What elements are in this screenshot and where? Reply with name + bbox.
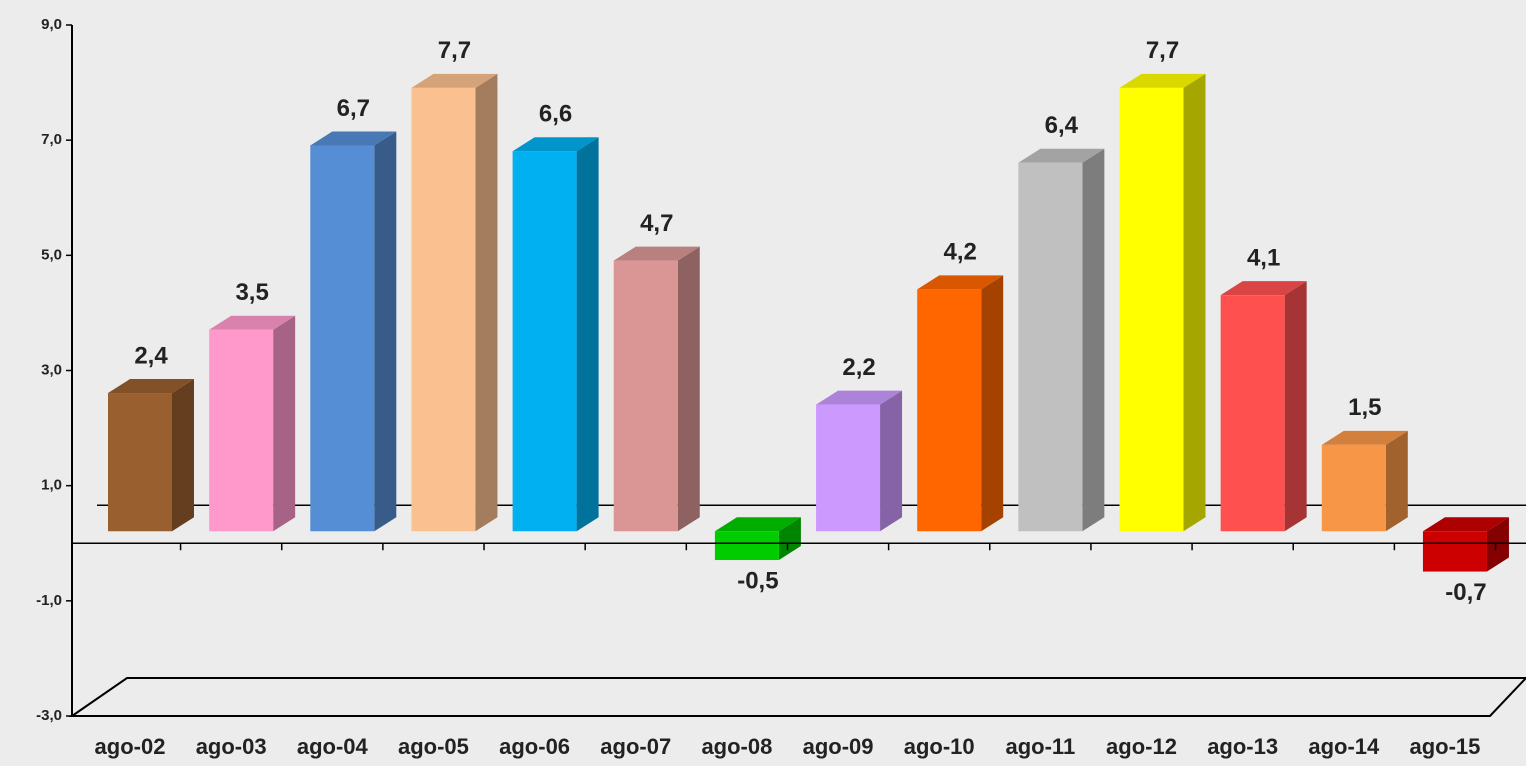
x-tick-label: ago-06	[499, 734, 570, 759]
bar-side	[778, 517, 801, 561]
y-tick-label: 5,0	[41, 246, 62, 263]
y-tick-label: 9,0	[41, 16, 62, 33]
y-tick-label: 1,0	[41, 477, 62, 494]
x-tick-label: ago-09	[803, 734, 874, 759]
bar-top	[917, 275, 1004, 290]
bar-top	[613, 246, 700, 261]
bar-top	[1220, 281, 1307, 296]
bar	[411, 87, 476, 532]
value-label: 2,2	[842, 354, 875, 381]
x-tick-label: ago-02	[95, 734, 166, 759]
bar-top	[816, 390, 903, 405]
bar-top	[512, 137, 599, 152]
x-tick-label: ago-04	[297, 734, 369, 759]
bar-top	[714, 517, 801, 532]
value-label: 3,5	[235, 279, 268, 306]
bar-side	[1486, 517, 1509, 572]
x-tick-label: ago-05	[398, 734, 469, 759]
y-tick-label: 7,0	[41, 131, 62, 148]
value-label: 4,7	[640, 210, 673, 237]
x-tick-label: ago-11	[1005, 734, 1075, 759]
x-tick-label: ago-03	[196, 734, 267, 759]
value-label: 7,7	[438, 37, 471, 64]
bar-top	[209, 315, 296, 330]
bar	[917, 289, 982, 532]
value-label: 7,7	[1146, 37, 1179, 64]
bar-side	[1385, 430, 1408, 532]
bar	[108, 393, 172, 532]
bar-side	[273, 315, 296, 532]
value-label: 2,4	[134, 342, 168, 369]
bar-side	[1183, 73, 1206, 532]
bar	[613, 260, 678, 532]
value-label: 4,2	[944, 239, 977, 266]
bar	[209, 329, 274, 532]
bar-side	[172, 379, 194, 532]
bar	[1119, 87, 1184, 532]
bar	[310, 145, 375, 532]
value-label: 6,4	[1045, 112, 1079, 139]
bar-top	[1321, 430, 1408, 445]
bar-side	[880, 390, 903, 532]
x-tick-label: ago-13	[1207, 734, 1278, 759]
bar-top	[1422, 517, 1509, 532]
value-label: 1,5	[1348, 394, 1381, 421]
x-tick-label: ago-10	[904, 734, 975, 759]
x-tick-label: ago-08	[701, 734, 772, 759]
value-label: 6,7	[337, 95, 370, 122]
x-tick-label: ago-14	[1308, 734, 1380, 759]
bar-top	[411, 73, 498, 88]
bar-side	[1284, 281, 1307, 532]
bar	[1422, 531, 1487, 572]
floor	[68, 677, 1526, 717]
y-tick-label: -1,0	[36, 592, 62, 609]
bar	[714, 531, 779, 561]
bar-top	[108, 379, 194, 394]
bar-side	[677, 246, 700, 532]
bar	[512, 151, 577, 532]
bar	[816, 404, 881, 532]
bar	[1321, 444, 1386, 532]
bar-side	[576, 137, 599, 532]
bar-side	[1082, 148, 1105, 532]
bar-side	[981, 275, 1004, 532]
bar-top	[1119, 73, 1206, 88]
value-label: 4,1	[1247, 245, 1280, 272]
value-label: 6,6	[539, 101, 572, 128]
value-label: -0,7	[1445, 579, 1486, 606]
x-tick-label: ago-15	[1409, 734, 1480, 759]
bar	[1018, 162, 1083, 532]
bar-side	[374, 131, 397, 532]
bar-top	[310, 131, 397, 146]
bar-side	[475, 73, 498, 532]
x-tick-label: ago-07	[600, 734, 671, 759]
y-tick-label: 3,0	[41, 361, 62, 378]
bar-top	[1018, 148, 1105, 163]
bar	[1220, 295, 1285, 532]
value-label: -0,5	[737, 567, 778, 594]
y-tick-label: -3,0	[36, 707, 62, 724]
x-tick-label: ago-12	[1106, 734, 1177, 759]
